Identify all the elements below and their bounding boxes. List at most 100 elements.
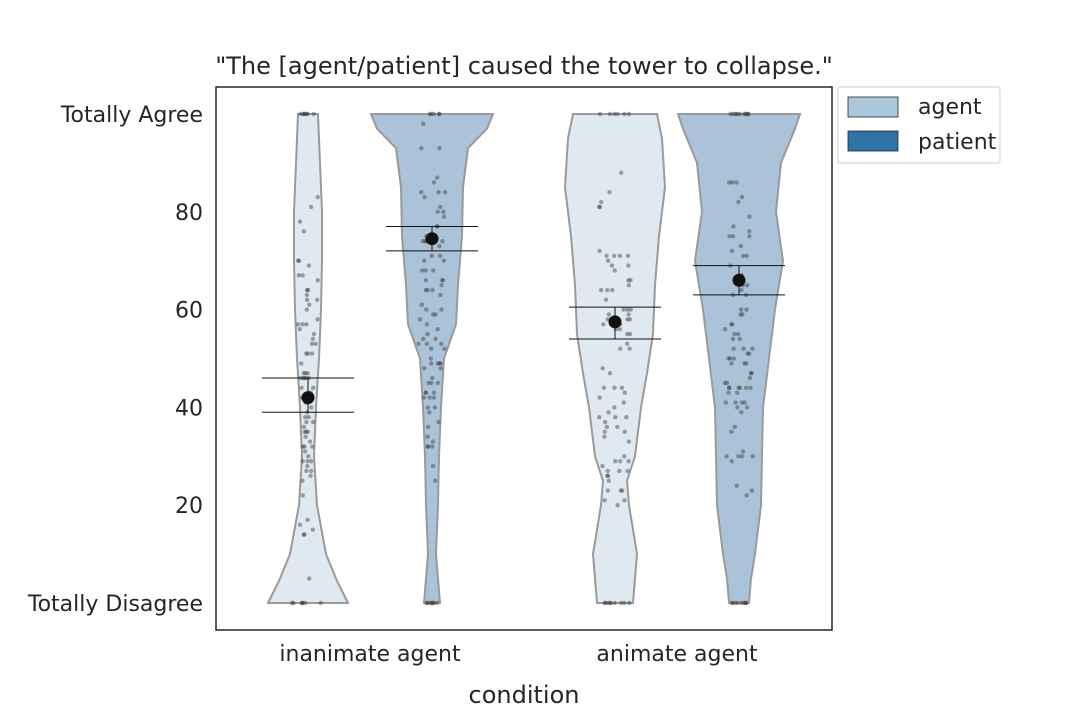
- jitter-point: [428, 356, 434, 361]
- jitter-point: [748, 385, 753, 391]
- mean-point-agent-0: [301, 391, 315, 405]
- jitter-point: [749, 370, 754, 376]
- jitter-point: [438, 204, 443, 210]
- jitter-point: [433, 336, 438, 342]
- jitter-point: [617, 326, 622, 332]
- jitter-point: [722, 326, 728, 332]
- jitter-point: [740, 449, 746, 454]
- jitter-point: [611, 253, 617, 259]
- jitter-point: [612, 385, 617, 391]
- jitter-point: [728, 111, 733, 117]
- jitter-point: [745, 111, 750, 117]
- jitter-point: [307, 302, 312, 307]
- jitter-point: [626, 312, 631, 317]
- jitter-point: [430, 287, 435, 293]
- jitter-point: [731, 224, 736, 229]
- jitter-point: [305, 351, 311, 356]
- jitter-point: [296, 273, 301, 278]
- chart-title: "The [agent/patient] caused the tower to…: [215, 52, 833, 80]
- jitter-point: [602, 600, 607, 606]
- jitter-point: [424, 322, 430, 327]
- jitter-point: [626, 111, 632, 117]
- jitter-point: [622, 600, 627, 606]
- violins-layer: [266, 113, 802, 604]
- jitter-point: [617, 253, 623, 259]
- jitter-point: [305, 370, 310, 376]
- jitter-point: [613, 414, 618, 420]
- jitter-point: [730, 600, 735, 606]
- jitter-point: [309, 341, 315, 347]
- jitter-point: [429, 253, 434, 259]
- jitter-point: [737, 111, 743, 117]
- y-tick-label: 40: [175, 396, 203, 421]
- jitter-point: [297, 219, 303, 224]
- jitter-point: [726, 385, 732, 391]
- legend-label-patient: patient: [918, 130, 997, 155]
- jitter-point: [427, 600, 432, 606]
- jitter-point: [422, 366, 427, 371]
- jitter-point: [612, 268, 617, 273]
- jitter-point: [429, 346, 434, 351]
- jitter-point: [619, 385, 625, 391]
- jitter-point: [439, 307, 444, 312]
- jitter-point: [435, 326, 440, 332]
- x-tick-label: inanimate agent: [279, 642, 461, 667]
- jitter-point: [612, 405, 617, 410]
- y-tick-label: 60: [175, 299, 203, 324]
- jitter-point: [732, 424, 737, 430]
- jitter-point: [607, 190, 612, 195]
- jitter-point: [739, 410, 744, 415]
- jitter-point: [734, 390, 740, 395]
- jitter-point: [304, 468, 309, 474]
- jitter-point: [306, 414, 311, 420]
- jitter-point: [738, 243, 744, 249]
- jitter-point: [733, 600, 738, 606]
- jitter-point: [301, 532, 307, 537]
- jitter-point: [732, 331, 737, 337]
- jitter-point: [735, 111, 741, 117]
- jitter-point: [739, 287, 744, 293]
- jitter-point: [315, 278, 321, 283]
- jitter-point: [423, 390, 429, 395]
- jitter-point: [737, 385, 743, 391]
- jitter-point: [310, 444, 315, 449]
- jitter-point: [424, 600, 430, 606]
- jitter-point: [303, 414, 308, 420]
- jitter-point: [733, 111, 738, 117]
- jitter-point: [604, 424, 610, 430]
- jitter-point: [610, 287, 615, 293]
- jitter-point: [743, 111, 748, 117]
- jitter-point: [743, 385, 749, 391]
- jitter-point: [423, 278, 429, 283]
- jitter-point: [597, 414, 602, 420]
- jitter-point: [429, 600, 434, 606]
- jitter-point: [598, 287, 604, 293]
- jitter-point: [608, 600, 613, 606]
- jitter-point: [605, 287, 610, 293]
- violin-inanimate-agent-patient: [369, 113, 495, 604]
- jitter-point: [428, 111, 434, 117]
- jitter-point: [315, 297, 320, 303]
- jitter-point: [736, 454, 741, 459]
- jitter-point: [622, 111, 627, 117]
- jitter-point: [304, 419, 309, 425]
- jitter-point: [306, 576, 312, 581]
- jitter-point: [609, 263, 615, 268]
- jitter-point: [741, 600, 746, 606]
- jitter-point: [303, 429, 309, 435]
- jitter-point: [602, 498, 607, 503]
- jitter-point: [624, 414, 629, 420]
- jitter-point: [727, 234, 732, 239]
- jitter-point: [744, 361, 749, 366]
- jitter-point: [747, 229, 752, 234]
- jitter-point: [740, 312, 745, 317]
- jitter-point: [301, 111, 307, 117]
- jitter-point: [602, 434, 607, 439]
- jitter-point: [302, 111, 307, 117]
- jitter-point: [726, 180, 732, 185]
- y-tick-label: 80: [175, 201, 203, 226]
- jitter-point: [729, 361, 734, 366]
- jitter-point: [435, 380, 441, 386]
- jitter-point: [741, 346, 746, 351]
- mean-ci-layer: [262, 225, 785, 413]
